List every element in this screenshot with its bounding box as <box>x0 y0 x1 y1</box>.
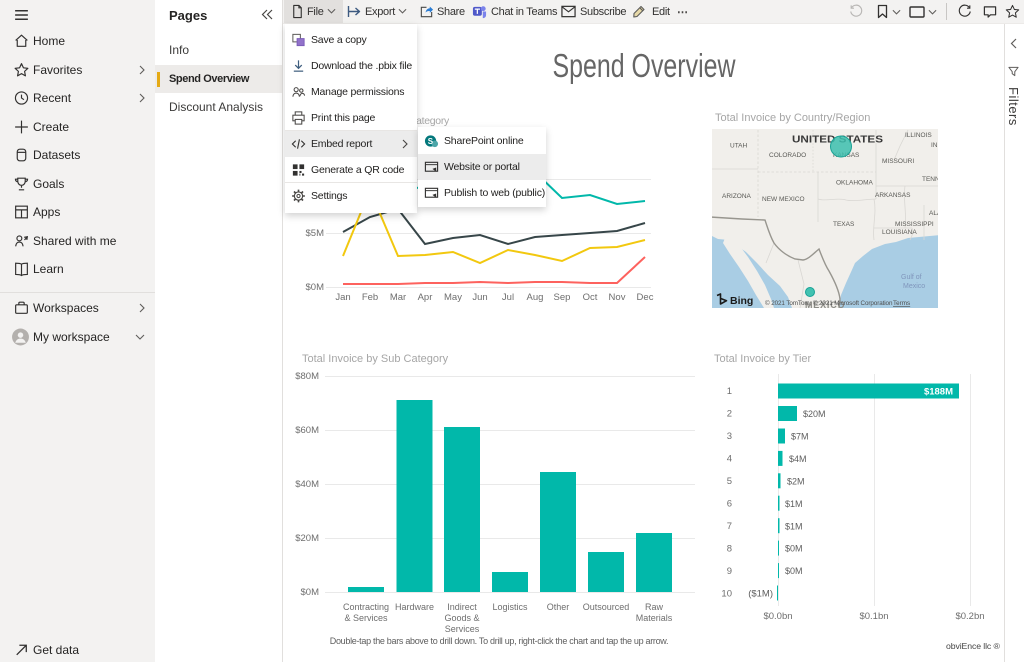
svg-text:$0M: $0M <box>785 544 803 554</box>
svg-text:Mexico: Mexico <box>903 283 925 290</box>
svg-text:3: 3 <box>727 431 732 442</box>
svg-text:OKLAHOMA: OKLAHOMA <box>836 180 874 187</box>
svg-text:Gulf of: Gulf of <box>901 274 922 281</box>
svg-text:Spend Overview: Spend Overview <box>553 47 736 84</box>
svg-text:7: 7 <box>727 521 732 532</box>
svg-text:Jul: Jul <box>502 292 514 303</box>
svg-text:Double-tap the bars above to d: Double-tap the bars above to drill down.… <box>330 636 668 646</box>
svg-text:$0M: $0M <box>306 282 325 293</box>
svg-text:$188M: $188M <box>924 387 953 398</box>
svg-text:Terms: Terms <box>893 300 910 307</box>
svg-text:Dec: Dec <box>637 292 654 303</box>
svg-text:Contracting: Contracting <box>343 602 389 612</box>
svg-text:Services: Services <box>445 624 480 634</box>
svg-text:COLORADO: COLORADO <box>769 152 806 159</box>
svg-text:Nov: Nov <box>609 292 626 303</box>
svg-text:$5M: $5M <box>306 228 325 239</box>
svg-text:Sep: Sep <box>554 292 571 303</box>
svg-text:& Services: & Services <box>344 613 388 623</box>
svg-text:2: 2 <box>727 409 732 420</box>
svg-text:($1M): ($1M) <box>748 589 773 600</box>
svg-text:6: 6 <box>727 499 732 510</box>
svg-text:UTAH: UTAH <box>730 143 748 150</box>
svg-text:TEXAS: TEXAS <box>833 221 855 228</box>
svg-text:Bing: Bing <box>730 295 753 307</box>
svg-text:9: 9 <box>727 566 732 577</box>
svg-text:Apr: Apr <box>418 292 433 303</box>
svg-text:MISSISSIPPI: MISSISSIPPI <box>895 221 934 228</box>
svg-text:Feb: Feb <box>362 292 378 303</box>
svg-text:$20M: $20M <box>295 533 319 544</box>
svg-text:LOUISIANA: LOUISIANA <box>882 229 917 236</box>
svg-text:Mar: Mar <box>390 292 406 303</box>
svg-text:$0.2bn: $0.2bn <box>955 611 984 622</box>
svg-text:$7M: $7M <box>791 432 809 442</box>
svg-text:Hardware: Hardware <box>395 602 434 612</box>
svg-text:Oct: Oct <box>583 292 598 303</box>
svg-text:Raw: Raw <box>645 602 664 612</box>
svg-text:MEXICO: MEXICO <box>805 300 845 308</box>
svg-text:1: 1 <box>727 386 732 397</box>
svg-text:S: S <box>428 137 433 146</box>
svg-text:Goods &: Goods & <box>444 613 479 623</box>
svg-text:$2M: $2M <box>787 476 805 486</box>
svg-text:Jan: Jan <box>335 292 350 303</box>
svg-text:ARIZONA: ARIZONA <box>722 193 752 200</box>
svg-text:$60M: $60M <box>295 425 319 436</box>
svg-text:$20M: $20M <box>803 409 826 419</box>
svg-text:$0M: $0M <box>301 587 320 598</box>
svg-text:$80M: $80M <box>295 371 319 382</box>
svg-text:Outsourced: Outsourced <box>583 602 630 612</box>
svg-text:INI: INI <box>931 142 938 149</box>
svg-text:Jun: Jun <box>472 292 487 303</box>
svg-text:ALAB: ALAB <box>929 210 938 217</box>
svg-text:10: 10 <box>721 589 732 600</box>
svg-text:ARKANSAS: ARKANSAS <box>875 192 911 199</box>
svg-text:Other: Other <box>547 602 570 612</box>
svg-text:© 2021 TomTom, © 2021 Microsof: © 2021 TomTom, © 2021 Microsoft Corporat… <box>765 299 893 307</box>
svg-text:$4M: $4M <box>789 454 807 464</box>
svg-text:May: May <box>444 292 462 303</box>
svg-text:5: 5 <box>727 476 732 487</box>
svg-text:ILLINOIS: ILLINOIS <box>905 132 932 139</box>
svg-text:MISSOURI: MISSOURI <box>882 158 914 165</box>
svg-text:$40M: $40M <box>295 479 319 490</box>
svg-text:$1M: $1M <box>785 499 803 509</box>
svg-text:Logistics: Logistics <box>492 602 528 612</box>
svg-text:$1M: $1M <box>785 521 803 531</box>
svg-text:NEW MEXICO: NEW MEXICO <box>762 196 805 203</box>
svg-text:Materials: Materials <box>636 613 673 623</box>
svg-text:$0M: $0M <box>785 566 803 576</box>
svg-text:8: 8 <box>727 544 732 555</box>
svg-text:Aug: Aug <box>527 292 544 303</box>
svg-text:Indirect: Indirect <box>447 602 477 612</box>
svg-text:$0.0bn: $0.0bn <box>763 611 792 622</box>
svg-text:TENN: TENN <box>922 176 938 183</box>
svg-text:4: 4 <box>727 454 732 465</box>
svg-text:$0.1bn: $0.1bn <box>859 611 888 622</box>
